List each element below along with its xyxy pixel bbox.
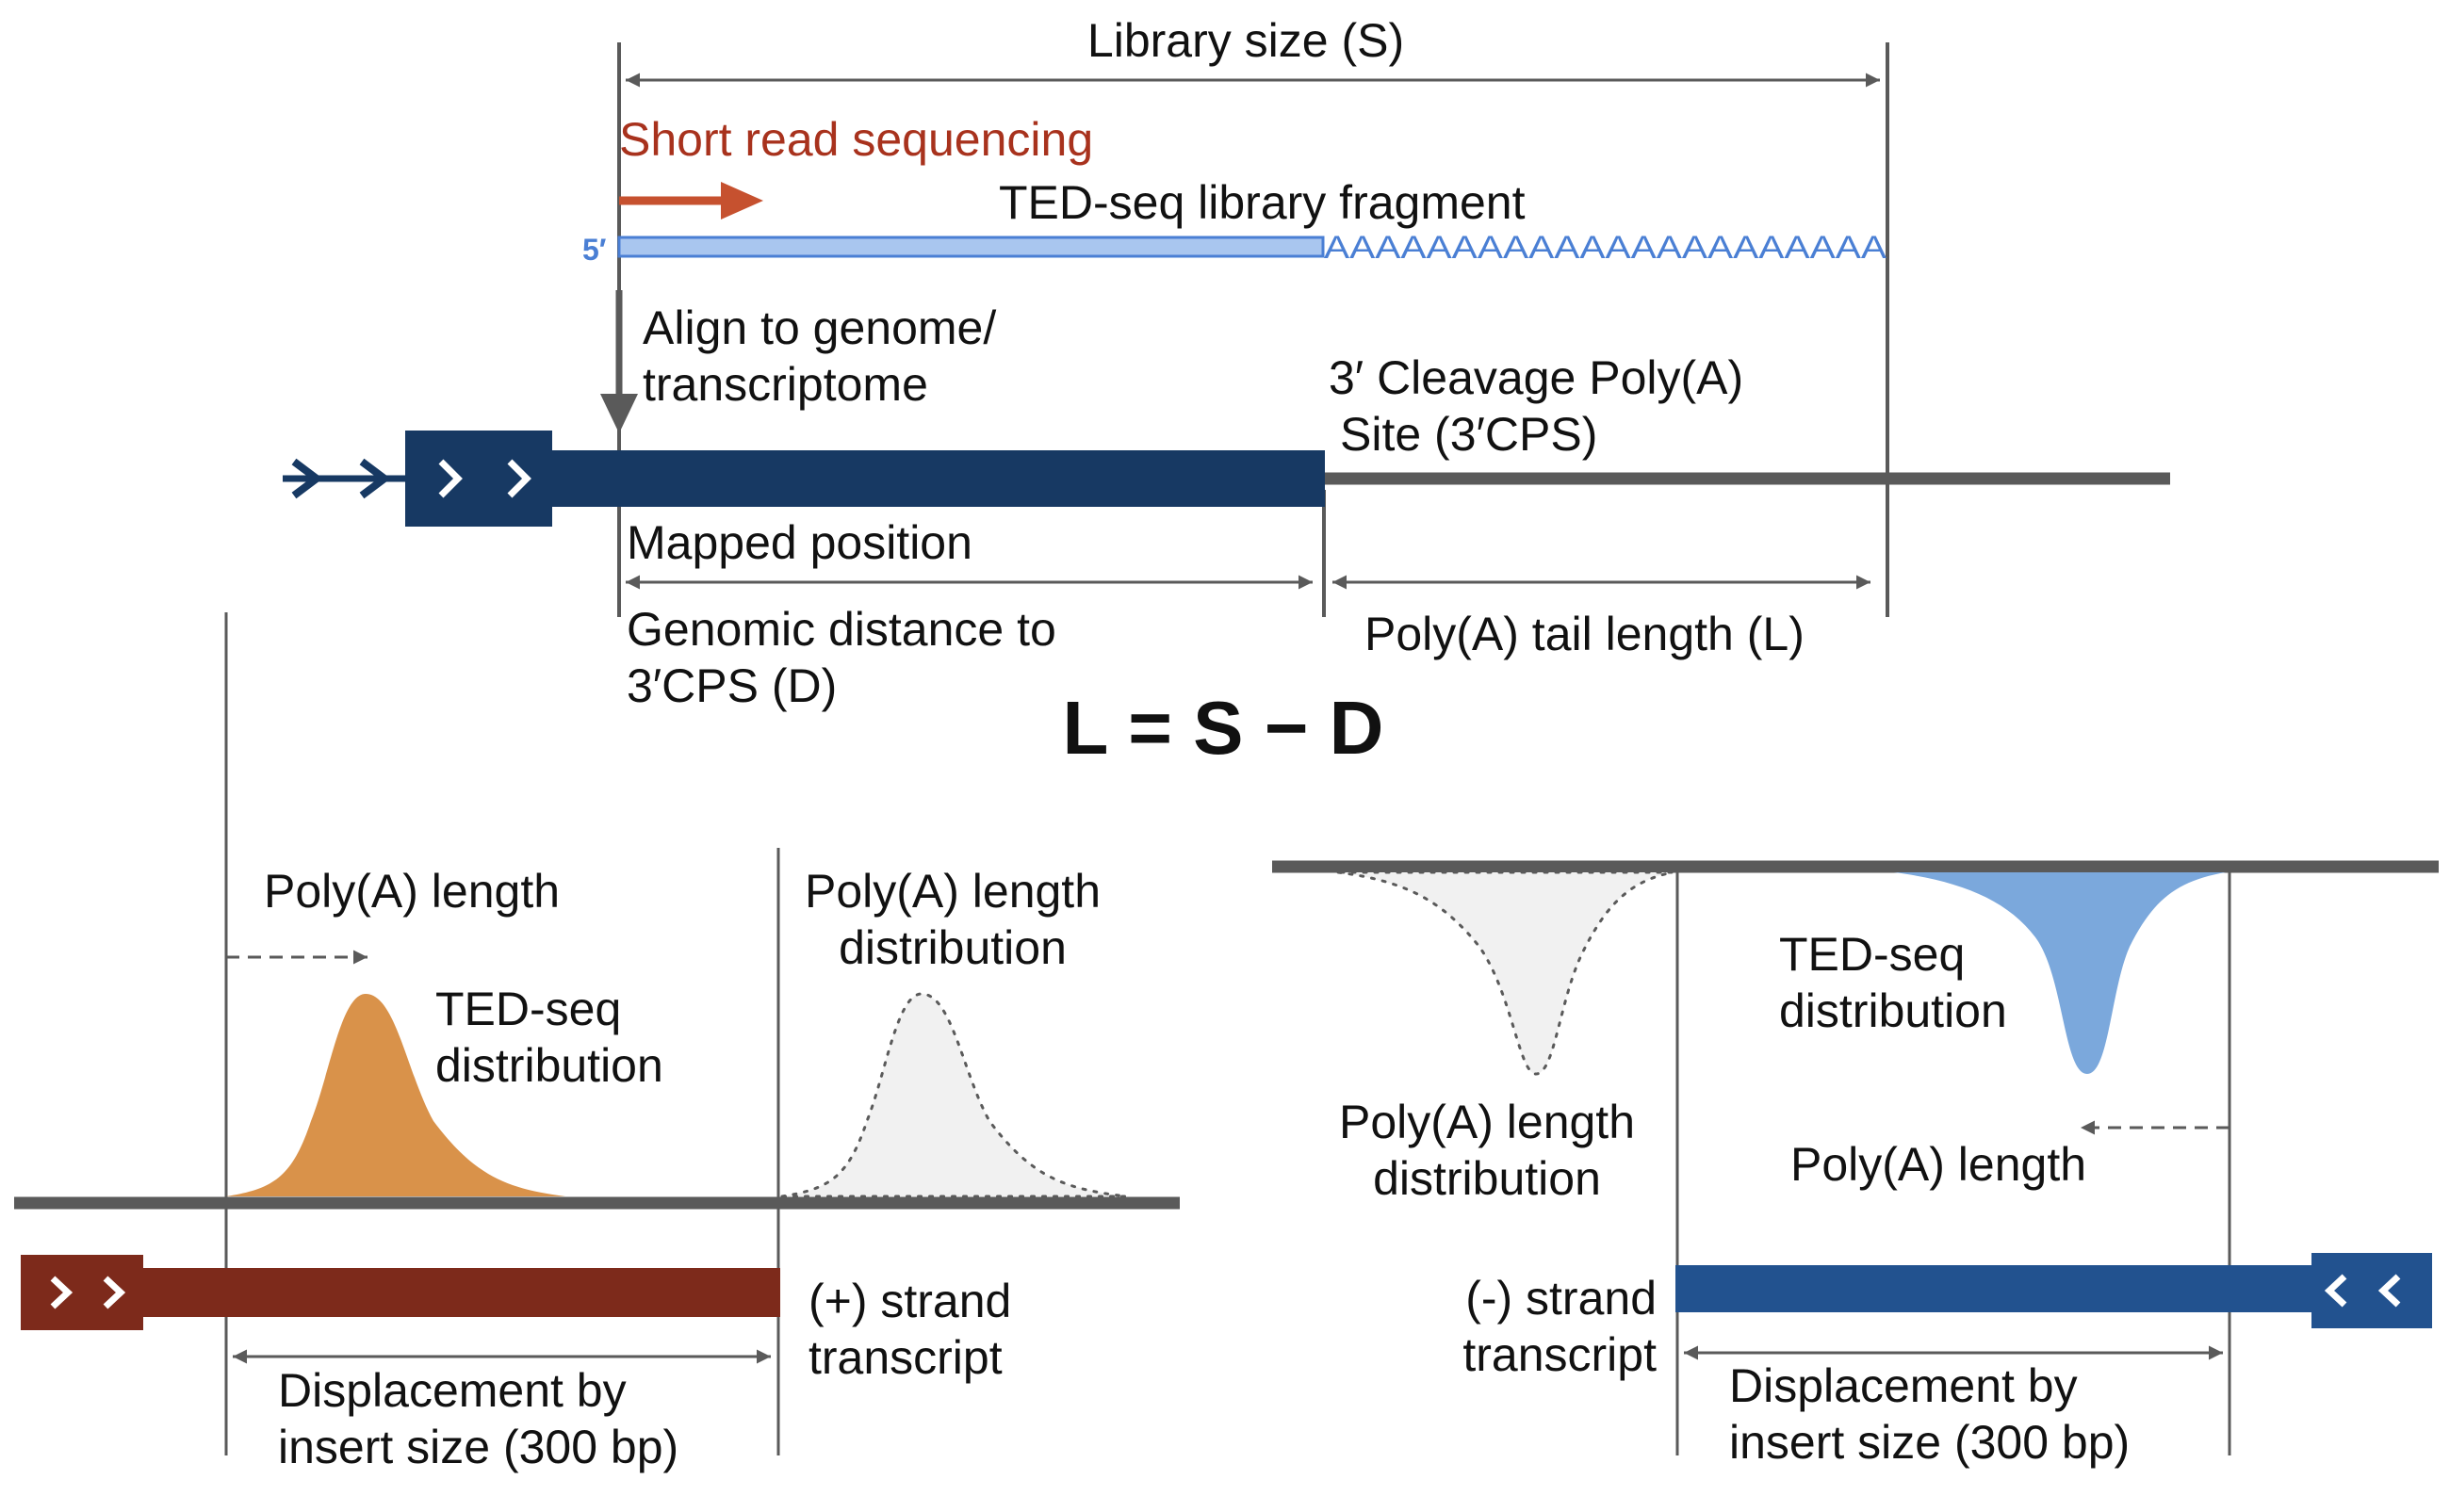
left-displacement-label-2: insert size (300 bp) [278,1421,678,1473]
fragment-label: TED-seq library fragment [999,176,1526,229]
align-arrow-head [600,394,638,433]
left-tedseq-label-2: distribution [435,1039,663,1092]
gene-utr-bar [550,450,1325,507]
left-dist-label-1: Poly(A) length [805,865,1101,918]
five-prime-label: 5′ [582,233,607,267]
minus-chevron-icon [2377,1274,2401,1308]
minus-chevron-icon [2324,1274,2347,1308]
distance-label-1: Genomic distance to [627,603,1056,656]
plus-strand-panel: Poly(A) length TED-seq distribution Poly… [14,612,1180,1473]
right-tedseq-label-1: TED-seq [1779,928,1965,981]
left-polya-distribution-peak [781,992,1127,1198]
plus-transcript-bar [141,1268,780,1317]
top-panel: Library size (S) Short read sequencing T… [283,14,2170,770]
minus-strand-label-2: transcript [1462,1328,1657,1381]
align-label-2: transcriptome [643,358,928,411]
exon-chevron-icon [507,459,531,498]
plus-strand-label-1: (+) strand [808,1275,1011,1327]
tail-length-label: Poly(A) tail length (L) [1364,608,1805,660]
library-fragment-bar [617,236,1325,258]
exon-chevron-icon [438,459,463,498]
distance-label-2: 3′CPS (D) [627,659,837,712]
left-displacement-label-1: Displacement by [278,1364,627,1417]
left-polya-length-label: Poly(A) length [264,865,560,918]
plus-chevron-icon [103,1276,126,1309]
minus-strand-panel: Poly(A) length distribution TED-seq dist… [1272,860,2439,1469]
polya-tail-letters: AAAAAAAAAAAAAAAAAAAAAA [1324,230,1886,266]
right-dist-label-2: distribution [1373,1152,1601,1205]
right-displacement-label-1: Displacement by [1729,1359,2078,1412]
intron-chevron-icon [359,458,391,499]
intron-chevron-icon [291,458,323,499]
left-dist-label-2: distribution [839,921,1067,974]
short-read-arrow-head [721,182,763,219]
align-label-1: Align to genome/ [643,301,996,354]
plus-strand-label-2: transcript [808,1331,1003,1384]
formula: L = S − D [1063,686,1384,770]
left-tedseq-peak [226,994,565,1196]
cps-label-1: 3′ Cleavage Poly(A) [1329,351,1743,404]
library-size-label: Library size (S) [1087,14,1404,67]
minus-strand-label-1: (-) strand [1465,1272,1657,1325]
left-tedseq-label-1: TED-seq [435,983,621,1035]
minus-transcript-bar [1675,1265,2316,1312]
right-tedseq-peak [1894,872,2226,1074]
right-dist-label-1: Poly(A) length [1339,1096,1635,1148]
right-displacement-label-2: insert size (300 bp) [1729,1416,2130,1469]
right-tedseq-label-2: distribution [1779,984,2007,1037]
plus-chevron-icon [50,1276,74,1309]
mapped-position-label: Mapped position [627,516,972,569]
cps-label-2: Site (3′CPS) [1340,408,1597,461]
short-read-label: Short read sequencing [619,113,1093,166]
right-polya-distribution-peak [1337,870,1674,1076]
right-polya-length-label: Poly(A) length [1790,1138,2086,1191]
